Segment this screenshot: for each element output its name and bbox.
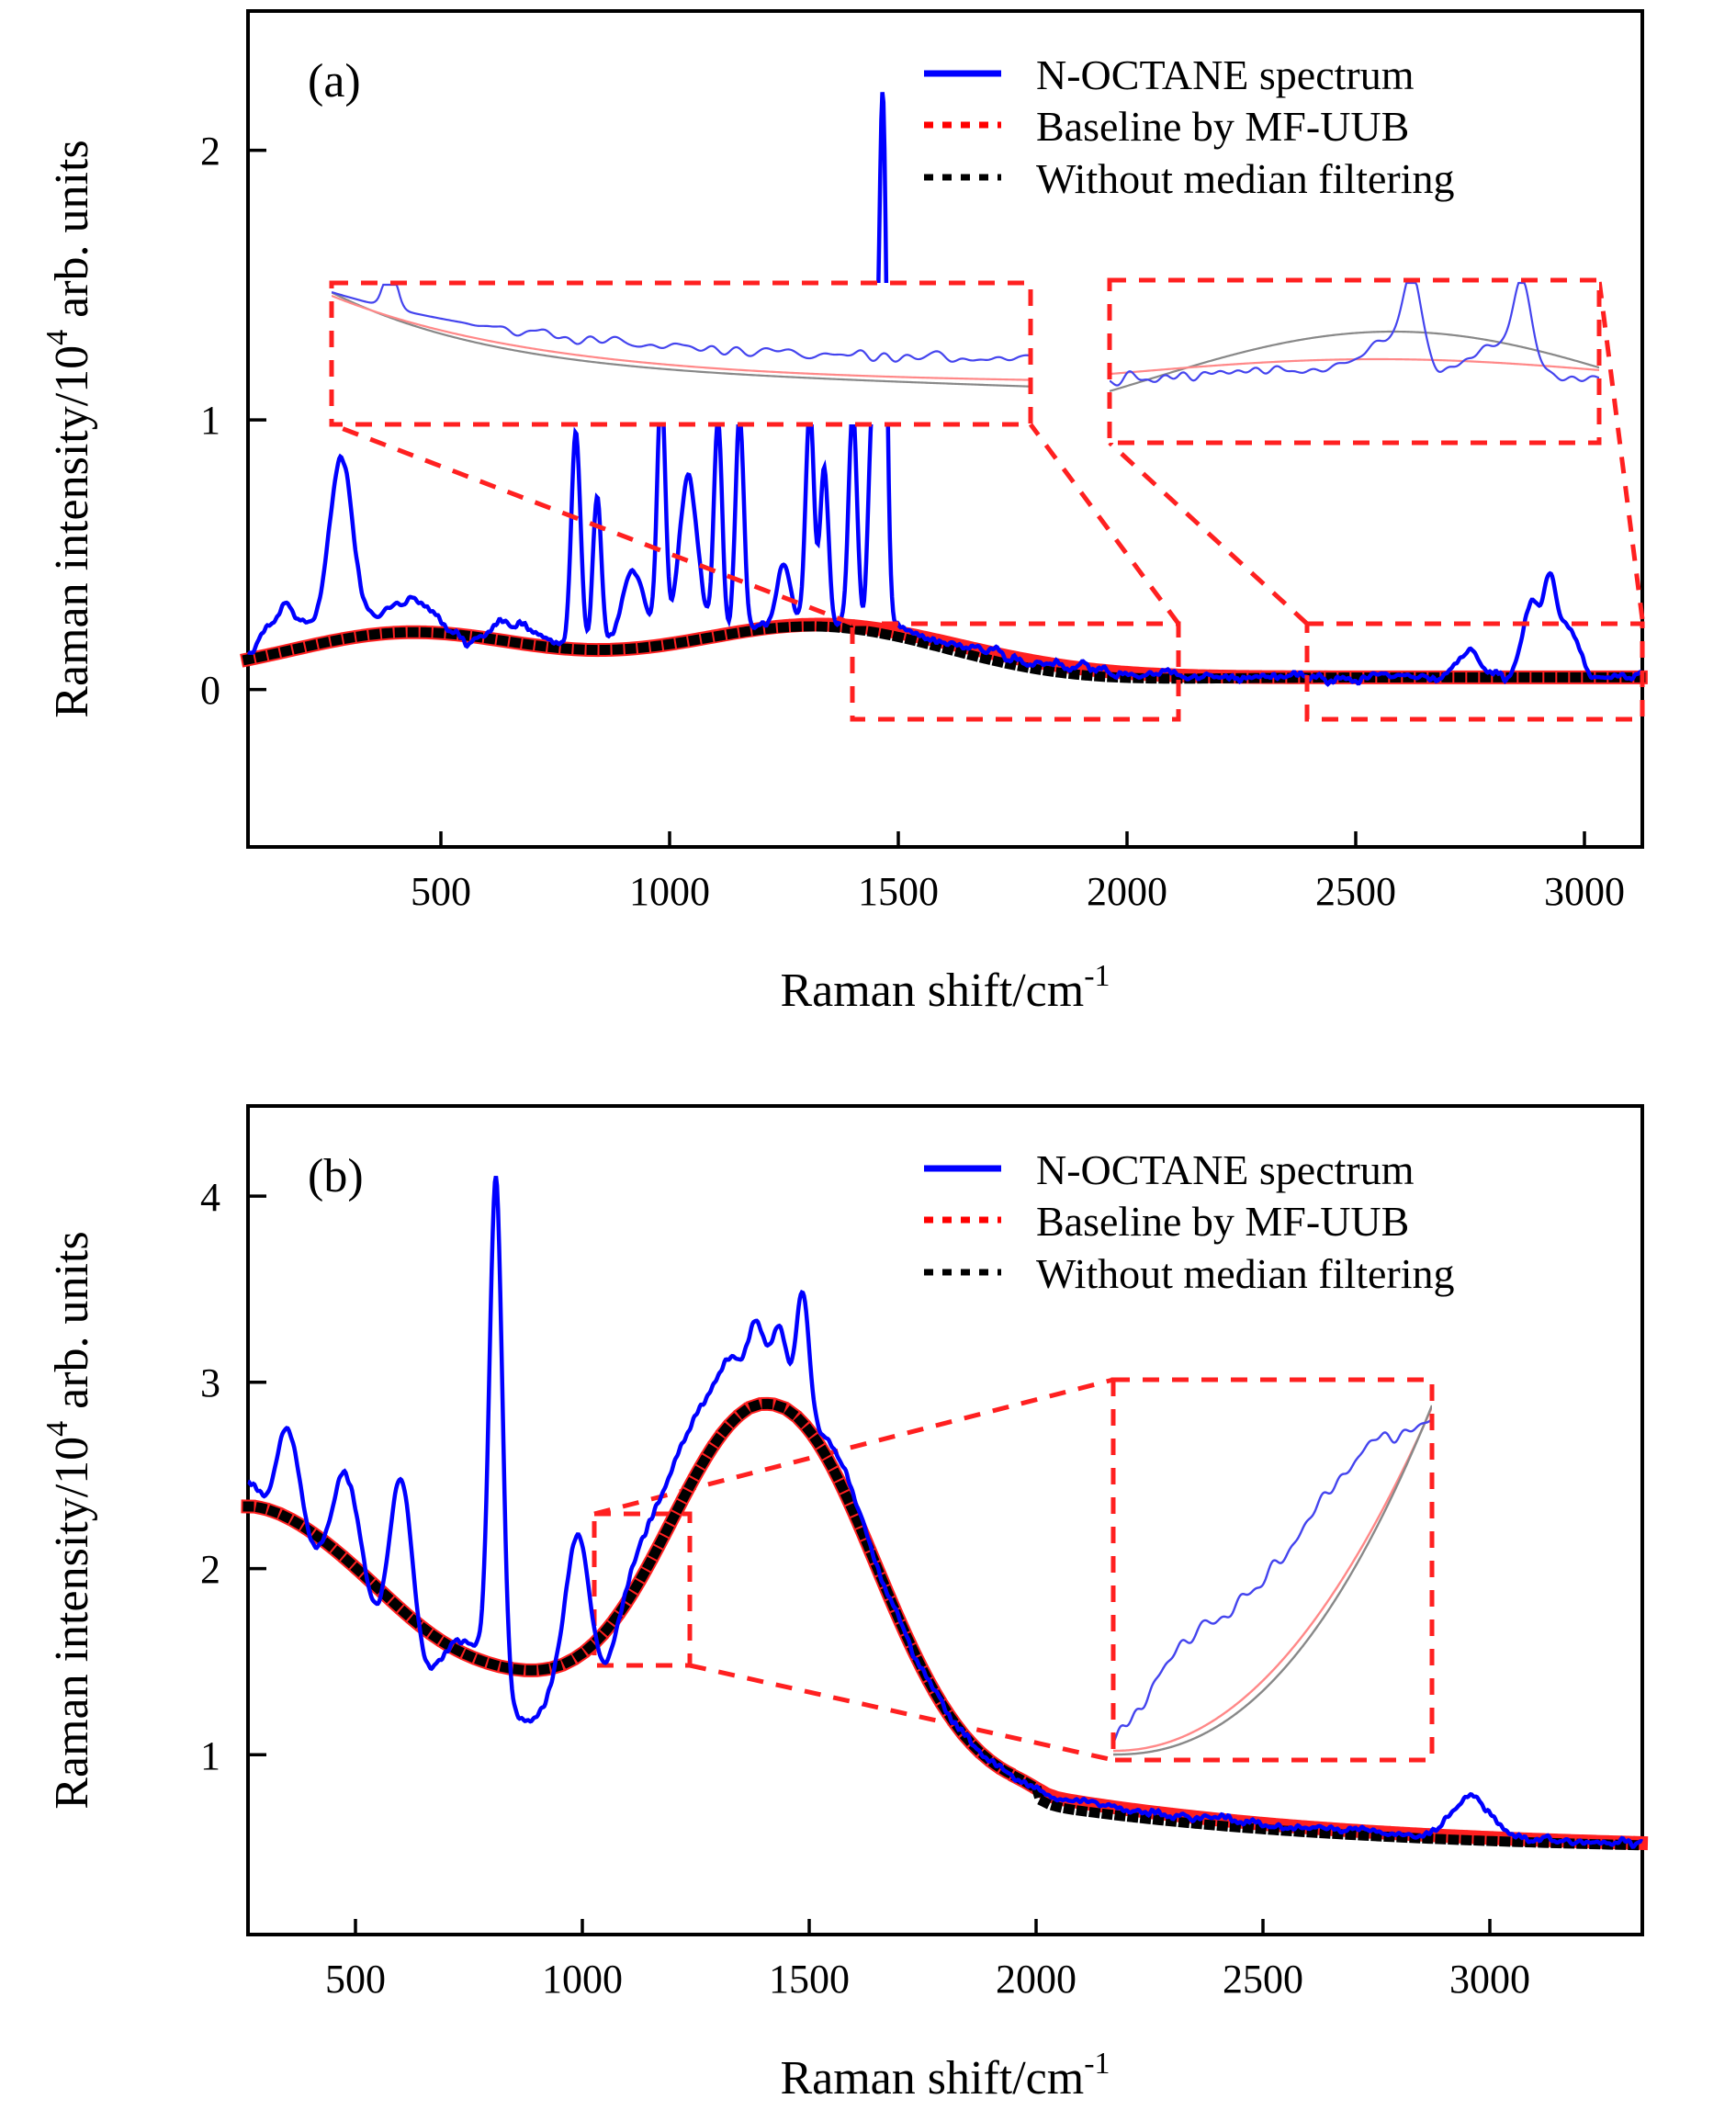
svg-text:500: 500 — [411, 869, 471, 914]
svg-text:N-OCTANE spectrum: N-OCTANE spectrum — [1036, 1146, 1415, 1193]
svg-text:2: 2 — [200, 1547, 220, 1592]
svg-text:1000: 1000 — [629, 869, 710, 914]
svg-text:1500: 1500 — [769, 1957, 850, 2002]
svg-text:1500: 1500 — [858, 869, 939, 914]
svg-text:Baseline by MF-UUB: Baseline by MF-UUB — [1036, 1198, 1409, 1245]
svg-text:(a): (a) — [308, 55, 361, 107]
svg-text:500: 500 — [325, 1957, 386, 2002]
svg-text:0: 0 — [200, 668, 220, 713]
svg-text:Raman intensity/104 arb. units: Raman intensity/104 arb. units — [40, 1231, 98, 1809]
svg-text:Without median filtering: Without median filtering — [1036, 155, 1455, 202]
svg-text:2500: 2500 — [1315, 869, 1396, 914]
svg-text:2000: 2000 — [996, 1957, 1077, 2002]
svg-text:2500: 2500 — [1223, 1957, 1303, 2002]
svg-text:3000: 3000 — [1544, 869, 1625, 914]
svg-text:2000: 2000 — [1087, 869, 1167, 914]
svg-text:Raman shift/cm-1: Raman shift/cm-1 — [780, 959, 1110, 1017]
svg-text:3: 3 — [200, 1360, 220, 1405]
svg-text:Raman intensity/104 arb. units: Raman intensity/104 arb. units — [40, 140, 98, 717]
svg-text:2: 2 — [200, 129, 220, 174]
svg-text:Baseline by MF-UUB: Baseline by MF-UUB — [1036, 103, 1409, 150]
svg-text:N-OCTANE spectrum: N-OCTANE spectrum — [1036, 51, 1415, 98]
svg-text:4: 4 — [200, 1175, 220, 1220]
svg-text:1: 1 — [200, 1733, 220, 1778]
svg-text:Without median filtering: Without median filtering — [1036, 1250, 1455, 1297]
svg-text:1000: 1000 — [542, 1957, 623, 2002]
svg-text:3000: 3000 — [1449, 1957, 1530, 2002]
svg-text:1: 1 — [200, 398, 220, 443]
svg-text:(b): (b) — [308, 1150, 364, 1202]
svg-text:Raman shift/cm-1: Raman shift/cm-1 — [780, 2047, 1110, 2104]
